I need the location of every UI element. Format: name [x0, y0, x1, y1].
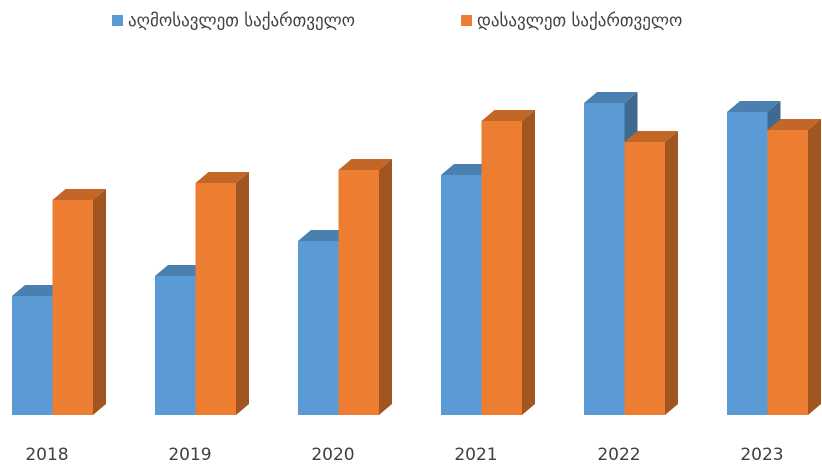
bar: [481, 121, 522, 415]
legend-label: დასავლეთ საქართველო: [477, 11, 682, 31]
bar-top: [441, 164, 495, 175]
legend-label: აღმოსავლეთ საქართველო: [128, 11, 355, 31]
x-tick-label: 2018: [25, 445, 68, 465]
x-tick-label: 2020: [311, 445, 354, 465]
bar-top: [155, 265, 209, 276]
bar: [338, 170, 379, 415]
bar: [727, 112, 768, 415]
bar: [12, 296, 53, 415]
bar-top: [338, 159, 392, 170]
bar-top: [195, 172, 249, 183]
x-tick-label: 2021: [454, 445, 497, 465]
bar-top: [481, 110, 535, 121]
bar-top: [584, 92, 638, 103]
bar: [298, 241, 339, 415]
bar-top: [727, 101, 781, 112]
bar: [584, 103, 625, 415]
bar-side: [808, 119, 821, 415]
x-tick-label: 2022: [597, 445, 640, 465]
bar-side: [522, 110, 535, 415]
bar-side: [93, 189, 106, 415]
bar: [767, 130, 808, 415]
bar: [195, 183, 236, 415]
bar-side: [236, 172, 249, 415]
bar: [441, 175, 482, 415]
bar-top: [767, 119, 821, 130]
bar-top: [624, 131, 678, 142]
bar-side: [379, 159, 392, 415]
x-tick-label: 2023: [740, 445, 783, 465]
x-tick-label: 2019: [168, 445, 211, 465]
bar: [155, 276, 196, 415]
bar-side: [665, 131, 678, 415]
bar: [52, 200, 93, 415]
bar-top: [298, 230, 352, 241]
legend-swatch: [461, 15, 472, 26]
bar-top: [52, 189, 106, 200]
bar: [624, 142, 665, 415]
bar-top: [12, 285, 66, 296]
legend-swatch: [112, 15, 123, 26]
